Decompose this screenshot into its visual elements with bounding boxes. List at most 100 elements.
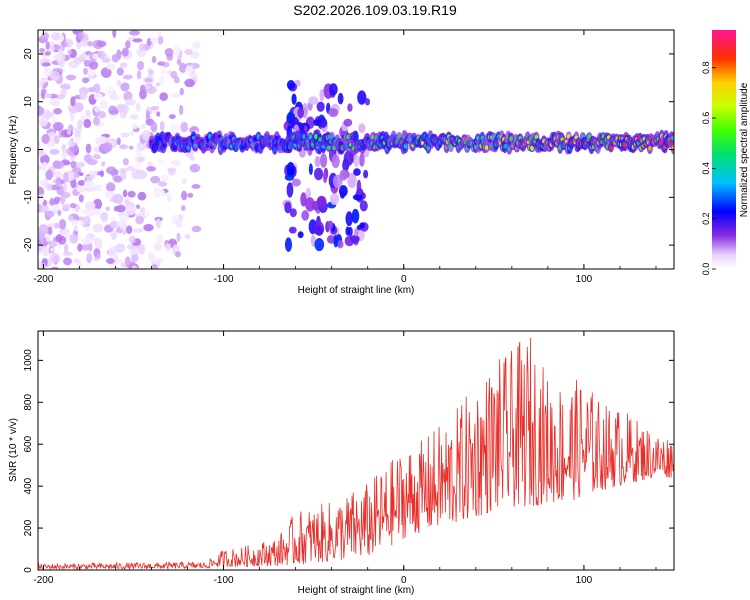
colorbar: 0.0 0.2 0.4 0.6 0.8 Normalized spectral ampl…	[701, 30, 750, 275]
spectrogram-cell	[60, 83, 71, 90]
spectrogram-cell	[113, 205, 120, 212]
spectrogram-cell	[359, 200, 368, 212]
spectrogram-cell	[136, 70, 142, 80]
spectrogram-cell	[144, 77, 153, 83]
spectrogram-cell	[343, 118, 353, 127]
spectrogram-cell	[343, 150, 354, 166]
spectrogram-cell	[118, 258, 123, 264]
spectrogram-cell	[147, 161, 153, 167]
spectrogram-cell	[50, 252, 61, 264]
spectrogram-cell	[347, 172, 357, 189]
spectrogram-cell	[339, 190, 345, 199]
spectrogram-cell	[153, 257, 164, 263]
spectrogram-cell	[45, 169, 53, 181]
spectrogram-cell	[286, 182, 294, 198]
spectrogram-cell	[73, 56, 83, 64]
spectrogram-cell	[40, 154, 50, 165]
spectrogram-cell	[328, 108, 339, 117]
spectrogram-cell	[353, 168, 361, 176]
spectrogram-cell	[64, 243, 69, 254]
spectrogram-cell	[126, 225, 133, 235]
spectrogram-cell	[150, 37, 159, 44]
spectrogram-cell	[158, 181, 168, 187]
spectrogram-cell	[671, 145, 674, 150]
spectrogram-cell	[63, 171, 69, 183]
colorbar-tick-label: 0.8	[701, 61, 711, 74]
spectrogram-cell	[69, 202, 77, 209]
spectrogram-cell	[105, 182, 116, 192]
spectrogram-cell	[76, 161, 85, 168]
spectrogram-cell	[84, 179, 95, 189]
spectrogram-cell	[160, 174, 170, 181]
spectrogram-cell	[168, 114, 176, 119]
snr-xtick-label: 0	[401, 575, 407, 586]
spectrogram-cell	[45, 210, 55, 218]
spectrogram-cell	[105, 63, 116, 70]
spectrogram-cell	[38, 106, 45, 116]
colorbar-gradient	[712, 30, 736, 269]
spectrogram-cell	[79, 91, 88, 100]
spectrogram-cell	[91, 208, 102, 216]
spectrogram-cell	[316, 195, 327, 208]
spectrogram-cell	[110, 230, 118, 240]
spectrogram-cell	[44, 109, 52, 120]
spectrogram-cell	[58, 218, 67, 230]
spectrogram-cell	[330, 135, 334, 140]
spectrogram-cell	[132, 228, 144, 234]
spectrogram-cell	[72, 167, 82, 174]
snr-ytick-label: 400	[23, 477, 34, 494]
spectrogram-cell	[319, 89, 325, 102]
spectrogram-cell	[176, 58, 182, 66]
spectrogram-ytick-label: 20	[23, 48, 34, 60]
spectrogram-cell	[130, 113, 139, 120]
spectrogram-cell	[333, 234, 338, 248]
spectrogram-cell	[297, 106, 304, 119]
spectrogram-cell	[119, 225, 127, 230]
spectrogram-cell	[83, 118, 92, 129]
spectrogram-cell	[135, 102, 141, 112]
spectrogram-cell	[69, 233, 79, 244]
spectrogram-cell	[130, 254, 139, 263]
spectrogram-cell	[449, 144, 453, 149]
spectrogram-cell	[326, 220, 334, 230]
spectrogram-cell	[49, 247, 56, 252]
spectrogram-cell	[289, 208, 297, 218]
spectrogram-cell	[77, 180, 86, 186]
spectrogram-cell	[291, 93, 297, 105]
snr-ytick-label: 1000	[23, 349, 34, 372]
spectrogram-cell	[49, 70, 61, 81]
spectrogram-cell	[351, 208, 360, 224]
spectrogram-cell	[150, 105, 160, 111]
spectrogram-cell	[139, 84, 146, 94]
spectrogram-cell	[105, 206, 110, 212]
spectrogram-cell	[314, 238, 325, 252]
spectrogram-cell	[173, 76, 180, 84]
spectrogram-cell	[50, 266, 59, 269]
spectrogram-cell	[100, 67, 112, 78]
snr-xtick-label: -100	[214, 575, 234, 586]
spectrogram-cell	[54, 135, 60, 144]
spectrogram-cell	[135, 161, 142, 168]
spectrogram-cell	[120, 82, 130, 92]
spectrogram-cell	[403, 144, 408, 149]
spectrogram-cell	[76, 186, 87, 193]
spectrogram-cell	[63, 257, 72, 266]
spectrogram-cell	[313, 225, 324, 236]
spectrogram-cell	[120, 132, 130, 138]
spectrogram-cell	[329, 192, 340, 205]
spectrogram-cell	[111, 94, 120, 101]
spectrogram-cell	[96, 40, 107, 48]
spectrogram-cell	[106, 258, 115, 264]
spectrogram-cell	[157, 30, 162, 37]
spectrogram-cell	[159, 120, 165, 132]
spectrogram-cell	[314, 155, 321, 168]
snr-frame	[37, 330, 675, 571]
spectrogram-cell	[77, 119, 83, 130]
spectrogram-cell	[160, 67, 166, 75]
spectrogram-cell	[125, 98, 136, 106]
spectrogram-cell	[128, 235, 136, 244]
spectrogram-cell	[150, 121, 158, 133]
spectrogram-cell	[184, 78, 195, 88]
snr-ytick-label: 200	[23, 519, 34, 536]
